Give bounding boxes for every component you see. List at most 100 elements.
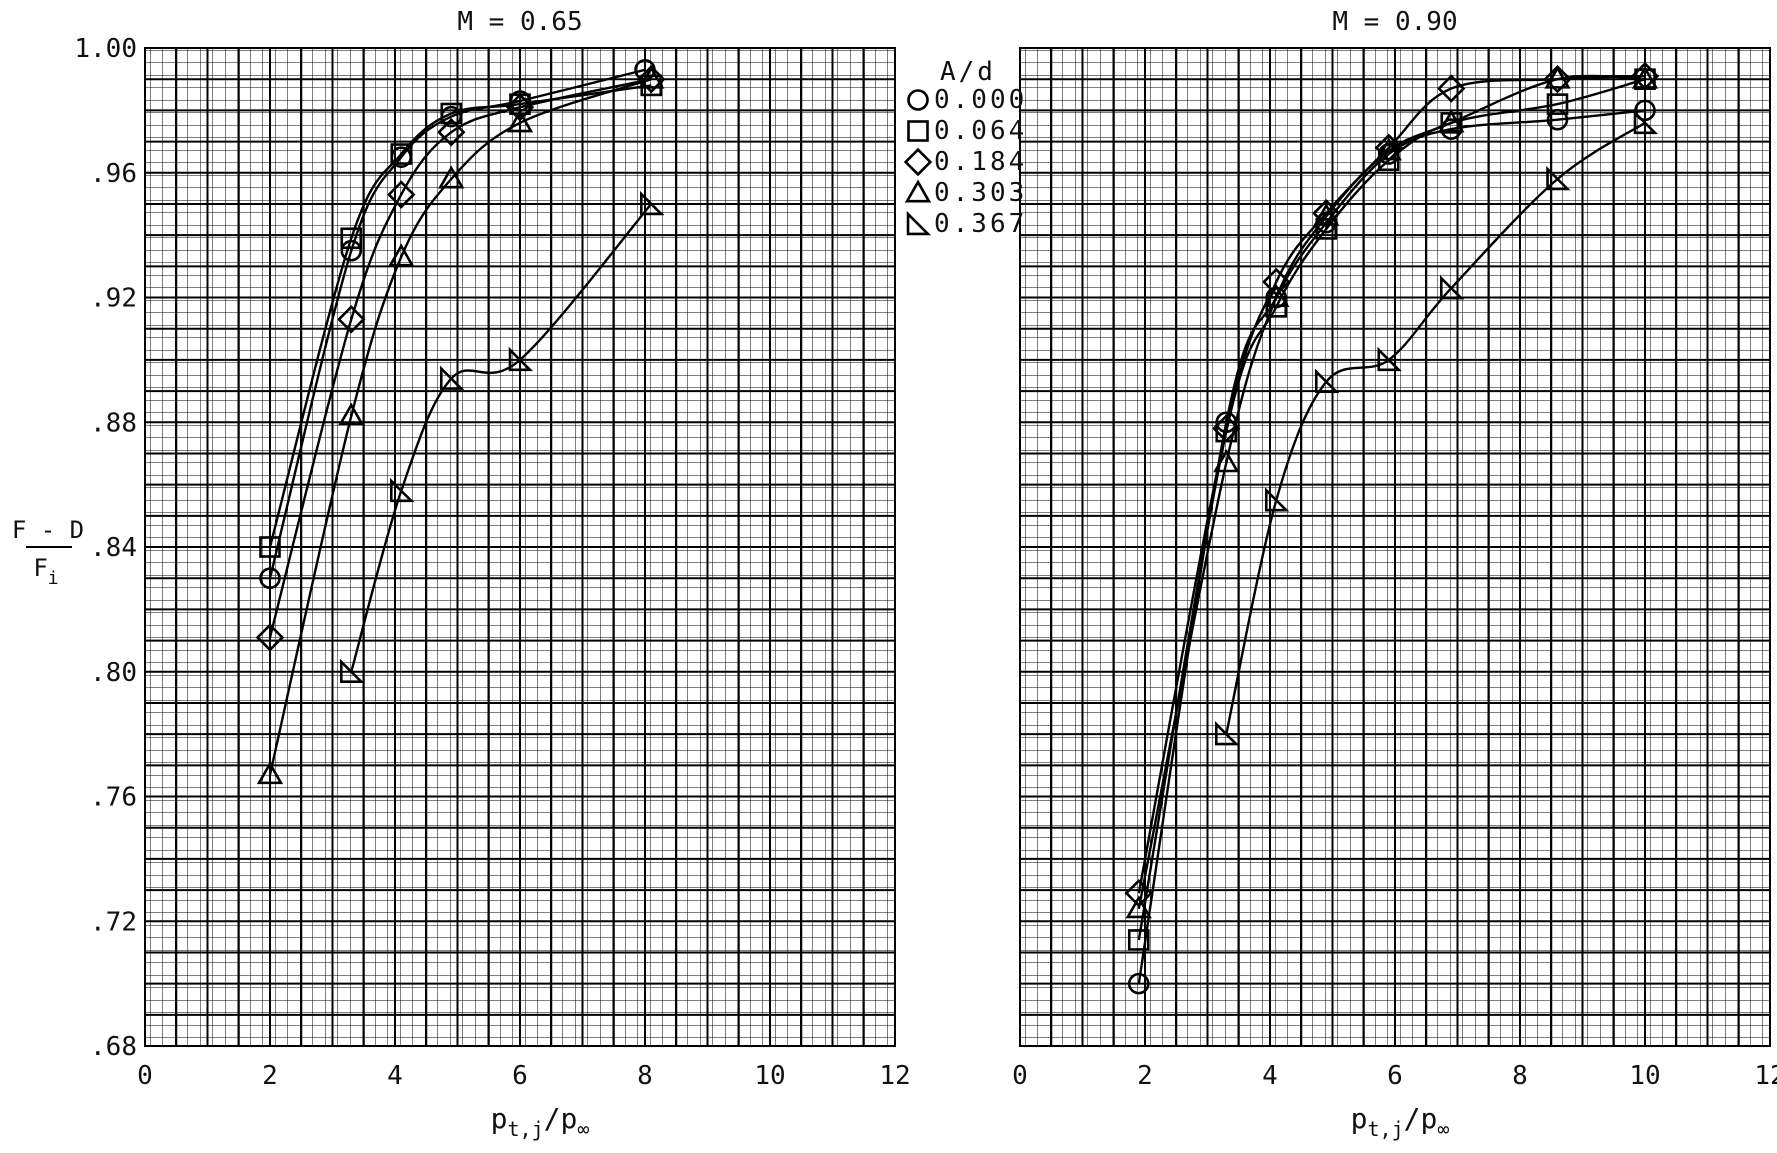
legend-background [898, 46, 1010, 240]
x-tick-label: 8 [637, 1061, 653, 1091]
triangle-marker [388, 243, 415, 267]
x-axis-label-left: pt,j/p∞ [491, 1102, 590, 1141]
x-tick-label: 10 [754, 1061, 785, 1091]
diamond-marker [1543, 64, 1572, 94]
triangle-marker [638, 65, 665, 89]
triangle-marker [506, 109, 534, 133]
y-axis-label: F - D Fi [12, 516, 84, 589]
x-tick-label: 12 [1754, 1061, 1777, 1091]
right-triangle-marker [1439, 275, 1465, 300]
right-triangle-marker [1314, 368, 1340, 393]
y-tick-label: .80 [90, 658, 137, 688]
x-ticks-left: 0 2 4 6 8 10 12 [137, 1061, 910, 1091]
x-label-main2: p [1420, 1102, 1437, 1135]
triangle-marker [256, 761, 284, 785]
x-ticks-right: 0 2 4 6 8 10 12 [1012, 1061, 1777, 1091]
legend-label: 0.000 [934, 85, 1027, 115]
y-tick-label: .88 [90, 408, 137, 438]
legend-label: 0.367 [934, 209, 1027, 239]
diamond-marker [1437, 74, 1466, 103]
diamond-marker [437, 118, 466, 147]
circle-marker [1127, 972, 1150, 995]
diamond-marker [505, 93, 535, 122]
right-triangle-marker [389, 477, 415, 503]
circle-marker [1634, 99, 1656, 122]
triangle-marker [1544, 65, 1571, 89]
series-diamond [255, 64, 666, 652]
legend-circle-marker [907, 89, 929, 111]
series-triangle [256, 65, 665, 785]
series-line [1137, 74, 1646, 894]
diamond-marker [255, 623, 285, 652]
right-triangle-marker [1264, 487, 1290, 512]
triangle-marker [1375, 137, 1402, 161]
x-tick-label: 4 [387, 1061, 403, 1091]
series-right-triangle [339, 190, 665, 684]
x-tick-label: 0 [1012, 1061, 1028, 1091]
triangle-marker [1631, 65, 1659, 89]
legend-right-triangle-marker [906, 210, 932, 236]
series-line [268, 68, 646, 579]
y-tick-label: 1.00 [74, 34, 137, 64]
y-label-numerator: F - D [12, 516, 84, 544]
panel-left: M = 0.65 .68 .72 .76 .80 .84 .88 .92 .96 1.00 0 2… [12, 7, 911, 1141]
legend-label: 0.064 [934, 116, 1027, 146]
right-triangle-marker [439, 365, 465, 390]
y-tick-label: .76 [90, 783, 137, 813]
right-triangle-marker [1214, 721, 1240, 746]
x-label-sub: t,j [507, 1117, 543, 1141]
y-ticks-left: .68 .72 .76 .80 .84 .88 .92 .96 1.00 [74, 34, 137, 1062]
square-marker [259, 536, 281, 558]
x-axis-label-right: pt,j/p∞ [1351, 1102, 1450, 1141]
circle-marker [259, 567, 281, 589]
y-tick-label: .72 [90, 907, 137, 937]
x-label-main: p [1351, 1102, 1368, 1135]
y-tick-label: .84 [90, 533, 137, 563]
legend-square-marker [907, 120, 929, 142]
x-label-sep: / [1404, 1102, 1421, 1135]
chart-title-left: M = 0.65 [457, 7, 582, 37]
legend-title: A/d [940, 57, 996, 87]
series-right [1124, 61, 1660, 995]
diamond-marker [637, 64, 666, 94]
right-triangle-marker [639, 190, 665, 216]
major-grid-left [145, 48, 895, 1046]
square-marker [390, 143, 413, 165]
triangle-marker [438, 165, 465, 189]
right-triangle-marker [1377, 346, 1402, 372]
x-label-main: p [491, 1102, 508, 1135]
x-label-sub2: ∞ [1437, 1117, 1449, 1141]
x-tick-label: 2 [1137, 1061, 1153, 1091]
major-grid-right [1020, 48, 1770, 1046]
x-tick-label: 6 [1387, 1061, 1403, 1091]
diamond-marker [337, 305, 366, 334]
circle-marker [1546, 108, 1569, 131]
triangle-marker [1263, 283, 1290, 307]
y-tick-label: .68 [90, 1032, 137, 1062]
x-label-sub: t,j [1367, 1117, 1403, 1141]
x-label-sep: / [544, 1102, 561, 1135]
right-triangle-marker [508, 346, 534, 372]
x-tick-label: 6 [512, 1061, 528, 1091]
y-tick-label: .96 [90, 159, 137, 189]
y-label-denominator: Fi [33, 554, 58, 589]
legend-triangle-marker [904, 179, 932, 203]
legend-label: 0.303 [934, 178, 1027, 208]
series-line [268, 84, 652, 548]
series-right-triangle [1214, 109, 1659, 746]
series-line [1137, 78, 1646, 941]
square-marker [1546, 93, 1569, 115]
legend-diamond-marker [903, 147, 933, 177]
series-triangle [1125, 65, 1659, 919]
triangle-marker [1213, 449, 1240, 473]
x-tick-label: 0 [137, 1061, 153, 1091]
x-label-sub2: ∞ [577, 1117, 589, 1141]
square-marker [1127, 929, 1150, 951]
triangle-marker [338, 402, 365, 426]
legend-label: 0.184 [934, 147, 1027, 177]
series-left [255, 59, 666, 785]
x-tick-label: 12 [879, 1061, 910, 1091]
square-marker [440, 102, 463, 125]
